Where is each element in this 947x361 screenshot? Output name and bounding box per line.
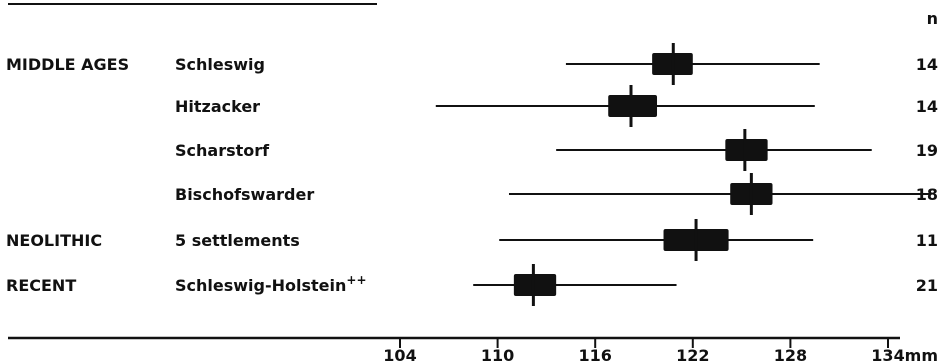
site-label: Schleswig xyxy=(175,55,265,74)
site-label: Scharstorf xyxy=(175,141,270,160)
range-box xyxy=(608,95,658,117)
range-box xyxy=(725,139,768,161)
n-value: 14 xyxy=(916,97,938,116)
site-label: 5 settlements xyxy=(175,231,300,250)
x-tick-label: 134 xyxy=(871,346,904,361)
n-value: 18 xyxy=(916,185,938,204)
period-label: RECENT xyxy=(6,276,76,295)
site-label: Hitzacker xyxy=(175,97,260,116)
site-name: Bischofswarder xyxy=(175,185,314,204)
x-tick-label: 104 xyxy=(383,346,416,361)
site-name: Scharstorf xyxy=(175,141,270,160)
range-box xyxy=(513,274,557,296)
period-label: NEOLITHIC xyxy=(6,231,102,250)
site-name: Schleswig-Holstein xyxy=(175,276,346,295)
site-label: Schleswig-Holstein++ xyxy=(175,273,367,295)
period-label: MIDDLE AGES xyxy=(6,55,129,74)
count-header: n xyxy=(927,9,938,28)
x-unit-label: mm xyxy=(905,346,938,361)
x-tick-label: 122 xyxy=(676,346,709,361)
x-tick-label: 116 xyxy=(578,346,611,361)
x-tick-label: 110 xyxy=(481,346,514,361)
x-tick-label: 128 xyxy=(774,346,807,361)
n-value: 11 xyxy=(916,231,938,250)
n-value: 21 xyxy=(916,276,938,295)
n-value: 14 xyxy=(916,55,938,74)
site-suffix: ++ xyxy=(346,273,366,287)
site-label: Bischofswarder xyxy=(175,185,314,204)
n-value: 19 xyxy=(916,141,938,160)
site-name: Hitzacker xyxy=(175,97,260,116)
site-name: Schleswig xyxy=(175,55,265,74)
site-name: 5 settlements xyxy=(175,231,300,250)
